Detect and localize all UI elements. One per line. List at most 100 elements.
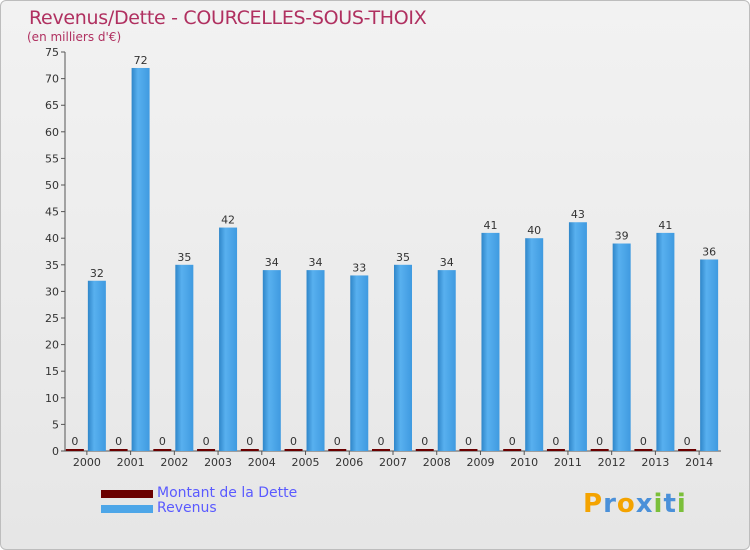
bar-revenus [219, 227, 238, 451]
y-tick-label: 15 [45, 365, 59, 378]
bar-revenus [700, 259, 719, 451]
x-tick-label: 2014 [685, 456, 713, 469]
bar-dette [503, 449, 522, 451]
bar-dette [284, 449, 303, 451]
y-tick-label: 25 [45, 312, 59, 325]
legend-label-revenus: Revenus [157, 500, 217, 516]
y-tick-label: 35 [45, 259, 59, 272]
x-tick-label: 2002 [160, 456, 188, 469]
data-label-dette: 0 [552, 435, 559, 448]
bar-revenus [262, 270, 281, 451]
y-tick-label: 0 [52, 445, 59, 458]
data-label-revenus: 34 [309, 256, 323, 269]
logo-letter: o [616, 489, 636, 519]
y-tick-label: 65 [45, 99, 59, 112]
logo-letter: i [653, 489, 664, 519]
bar-revenus [568, 222, 587, 451]
x-tick-label: 2005 [292, 456, 320, 469]
x-tick-label: 2001 [117, 456, 145, 469]
chart-title: Revenus/Dette - COURCELLES-SOUS-THOIX [29, 7, 427, 29]
logo-letter: r [603, 489, 617, 519]
bar-revenus [656, 232, 675, 451]
data-label-revenus: 35 [177, 251, 191, 264]
bar-dette [678, 449, 697, 451]
y-tick-label: 75 [45, 46, 59, 59]
bar-revenus [612, 243, 631, 451]
y-tick-label: 50 [45, 179, 59, 192]
data-label-revenus: 35 [396, 251, 410, 264]
x-tick-label: 2010 [510, 456, 538, 469]
x-tick-label: 2009 [466, 456, 494, 469]
bar-dette [153, 449, 172, 451]
y-tick-label: 30 [45, 285, 59, 298]
logo-letter: P [583, 489, 604, 519]
bar-dette [109, 449, 128, 451]
y-tick-label: 60 [45, 126, 59, 139]
data-label-revenus: 32 [90, 267, 104, 280]
data-label-revenus: 43 [571, 208, 585, 221]
bars [65, 67, 719, 452]
y-tick-label: 10 [45, 392, 59, 405]
logo-letter: x [635, 489, 654, 519]
y-tick-label: 20 [45, 339, 59, 352]
bar-dette [634, 449, 653, 451]
data-label-revenus: 33 [352, 261, 366, 274]
bar-dette [546, 449, 565, 451]
y-tick-label: 40 [45, 232, 59, 245]
bar-dette [372, 449, 390, 451]
data-label-dette: 0 [115, 435, 122, 448]
data-label-dette: 0 [640, 435, 647, 448]
data-label-dette: 0 [596, 435, 603, 448]
y-tick-label: 70 [45, 73, 59, 86]
logo-letter: i [676, 489, 687, 519]
bar-revenus [87, 280, 106, 451]
bar-revenus [481, 232, 500, 451]
x-tick-label: 2007 [379, 456, 407, 469]
bar-dette [328, 449, 347, 451]
proxiti-logo: Proxiti [583, 489, 687, 519]
data-label-dette: 0 [334, 435, 341, 448]
bar-revenus [131, 67, 150, 452]
bar-revenus [175, 264, 194, 451]
data-label-dette: 0 [203, 435, 210, 448]
bar-revenus [306, 270, 325, 451]
bar-revenus [350, 275, 369, 451]
chart-subtitle: (en milliers d'€) [27, 30, 122, 44]
bar-dette [459, 449, 478, 451]
data-label-revenus: 72 [134, 54, 148, 67]
bar-dette [65, 449, 84, 451]
data-label-dette: 0 [509, 435, 516, 448]
y-tick-label: 45 [45, 206, 59, 219]
bar-dette [415, 449, 434, 451]
x-tick-label: 2013 [641, 456, 669, 469]
y-tick-label: 55 [45, 152, 59, 165]
bar-revenus [394, 264, 412, 451]
x-tick-label: 2003 [204, 456, 232, 469]
data-label-dette: 0 [290, 435, 297, 448]
legend-swatch-dette [101, 490, 153, 498]
logo-letter: t [663, 489, 677, 519]
x-tick-label: 2006 [335, 456, 363, 469]
bar-dette [240, 449, 259, 451]
data-label-dette: 0 [421, 435, 428, 448]
bar-revenus [525, 238, 544, 451]
data-label-dette: 0 [684, 435, 691, 448]
legend-swatch-revenus [101, 505, 153, 513]
data-label-revenus: 34 [440, 256, 454, 269]
x-tick-label: 2008 [423, 456, 451, 469]
data-label-revenus: 40 [527, 224, 541, 237]
data-label-dette: 0 [378, 435, 385, 448]
data-label-revenus: 41 [658, 219, 672, 232]
bar-dette [590, 449, 609, 451]
legend-label-dette: Montant de la Dette [157, 485, 298, 501]
data-label-dette: 0 [71, 435, 78, 448]
bar-dette [197, 449, 216, 451]
data-labels: 0 32 0 72 0 35 0 42 0 34 0 34 0 33 0 35 0 34 0 41 0 40 0 43 0 39 0… [71, 54, 716, 448]
y-tick-label: 5 [52, 418, 59, 431]
x-tick-label: 2004 [248, 456, 276, 469]
bar-revenus [437, 270, 456, 451]
data-label-dette: 0 [159, 435, 166, 448]
